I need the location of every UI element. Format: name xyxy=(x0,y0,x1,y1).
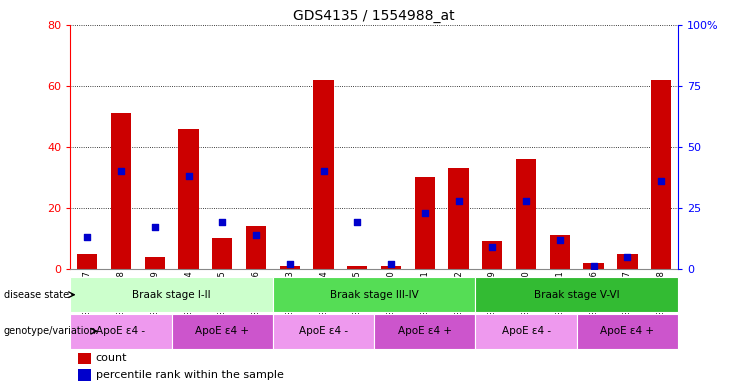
Bar xyxy=(576,314,678,349)
Text: percentile rank within the sample: percentile rank within the sample xyxy=(96,370,284,380)
Bar xyxy=(516,159,536,269)
Text: ApoE ε4 -: ApoE ε4 - xyxy=(299,326,348,336)
Point xyxy=(82,234,93,240)
Point xyxy=(182,173,194,179)
Bar xyxy=(179,129,199,269)
Text: Braak stage III-IV: Braak stage III-IV xyxy=(330,290,419,300)
Title: GDS4135 / 1554988_at: GDS4135 / 1554988_at xyxy=(293,8,455,23)
Bar xyxy=(78,369,91,381)
Point xyxy=(554,237,566,243)
Text: ApoE ε4 +: ApoE ε4 + xyxy=(196,326,249,336)
Point xyxy=(115,168,127,174)
Bar xyxy=(583,263,604,269)
Bar xyxy=(415,177,435,269)
Text: count: count xyxy=(96,353,127,363)
Bar xyxy=(78,353,91,364)
Text: disease state: disease state xyxy=(4,290,69,300)
Bar xyxy=(246,226,266,269)
Point xyxy=(216,219,228,225)
Point xyxy=(453,197,465,204)
Bar xyxy=(550,235,570,269)
Bar xyxy=(476,314,576,349)
Point xyxy=(486,244,498,250)
Point xyxy=(419,210,431,216)
Bar xyxy=(144,257,165,269)
Text: ApoE ε4 -: ApoE ε4 - xyxy=(502,326,551,336)
Point xyxy=(385,261,397,267)
Text: ApoE ε4 +: ApoE ε4 + xyxy=(398,326,452,336)
Point xyxy=(588,263,599,270)
Point xyxy=(622,253,634,260)
Bar xyxy=(172,314,273,349)
Bar xyxy=(212,238,233,269)
Point xyxy=(250,232,262,238)
Bar xyxy=(77,253,97,269)
Bar xyxy=(448,168,469,269)
Bar xyxy=(273,314,374,349)
Point xyxy=(520,197,532,204)
Bar xyxy=(111,113,131,269)
Bar xyxy=(617,253,637,269)
Text: genotype/variation: genotype/variation xyxy=(4,326,96,336)
Point xyxy=(351,219,363,225)
Bar xyxy=(70,277,273,312)
Point xyxy=(318,168,330,174)
Bar xyxy=(482,242,502,269)
Bar xyxy=(381,266,401,269)
Text: Braak stage V-VI: Braak stage V-VI xyxy=(534,290,619,300)
Bar xyxy=(279,266,300,269)
Point xyxy=(149,224,161,230)
Bar xyxy=(70,314,172,349)
Bar xyxy=(273,277,476,312)
Text: Braak stage I-II: Braak stage I-II xyxy=(133,290,211,300)
Point xyxy=(284,261,296,267)
Bar xyxy=(476,277,678,312)
Point xyxy=(655,178,667,184)
Bar xyxy=(374,314,476,349)
Text: ApoE ε4 -: ApoE ε4 - xyxy=(96,326,145,336)
Text: ApoE ε4 +: ApoE ε4 + xyxy=(600,326,654,336)
Bar xyxy=(313,80,333,269)
Bar xyxy=(651,80,671,269)
Bar xyxy=(348,266,368,269)
